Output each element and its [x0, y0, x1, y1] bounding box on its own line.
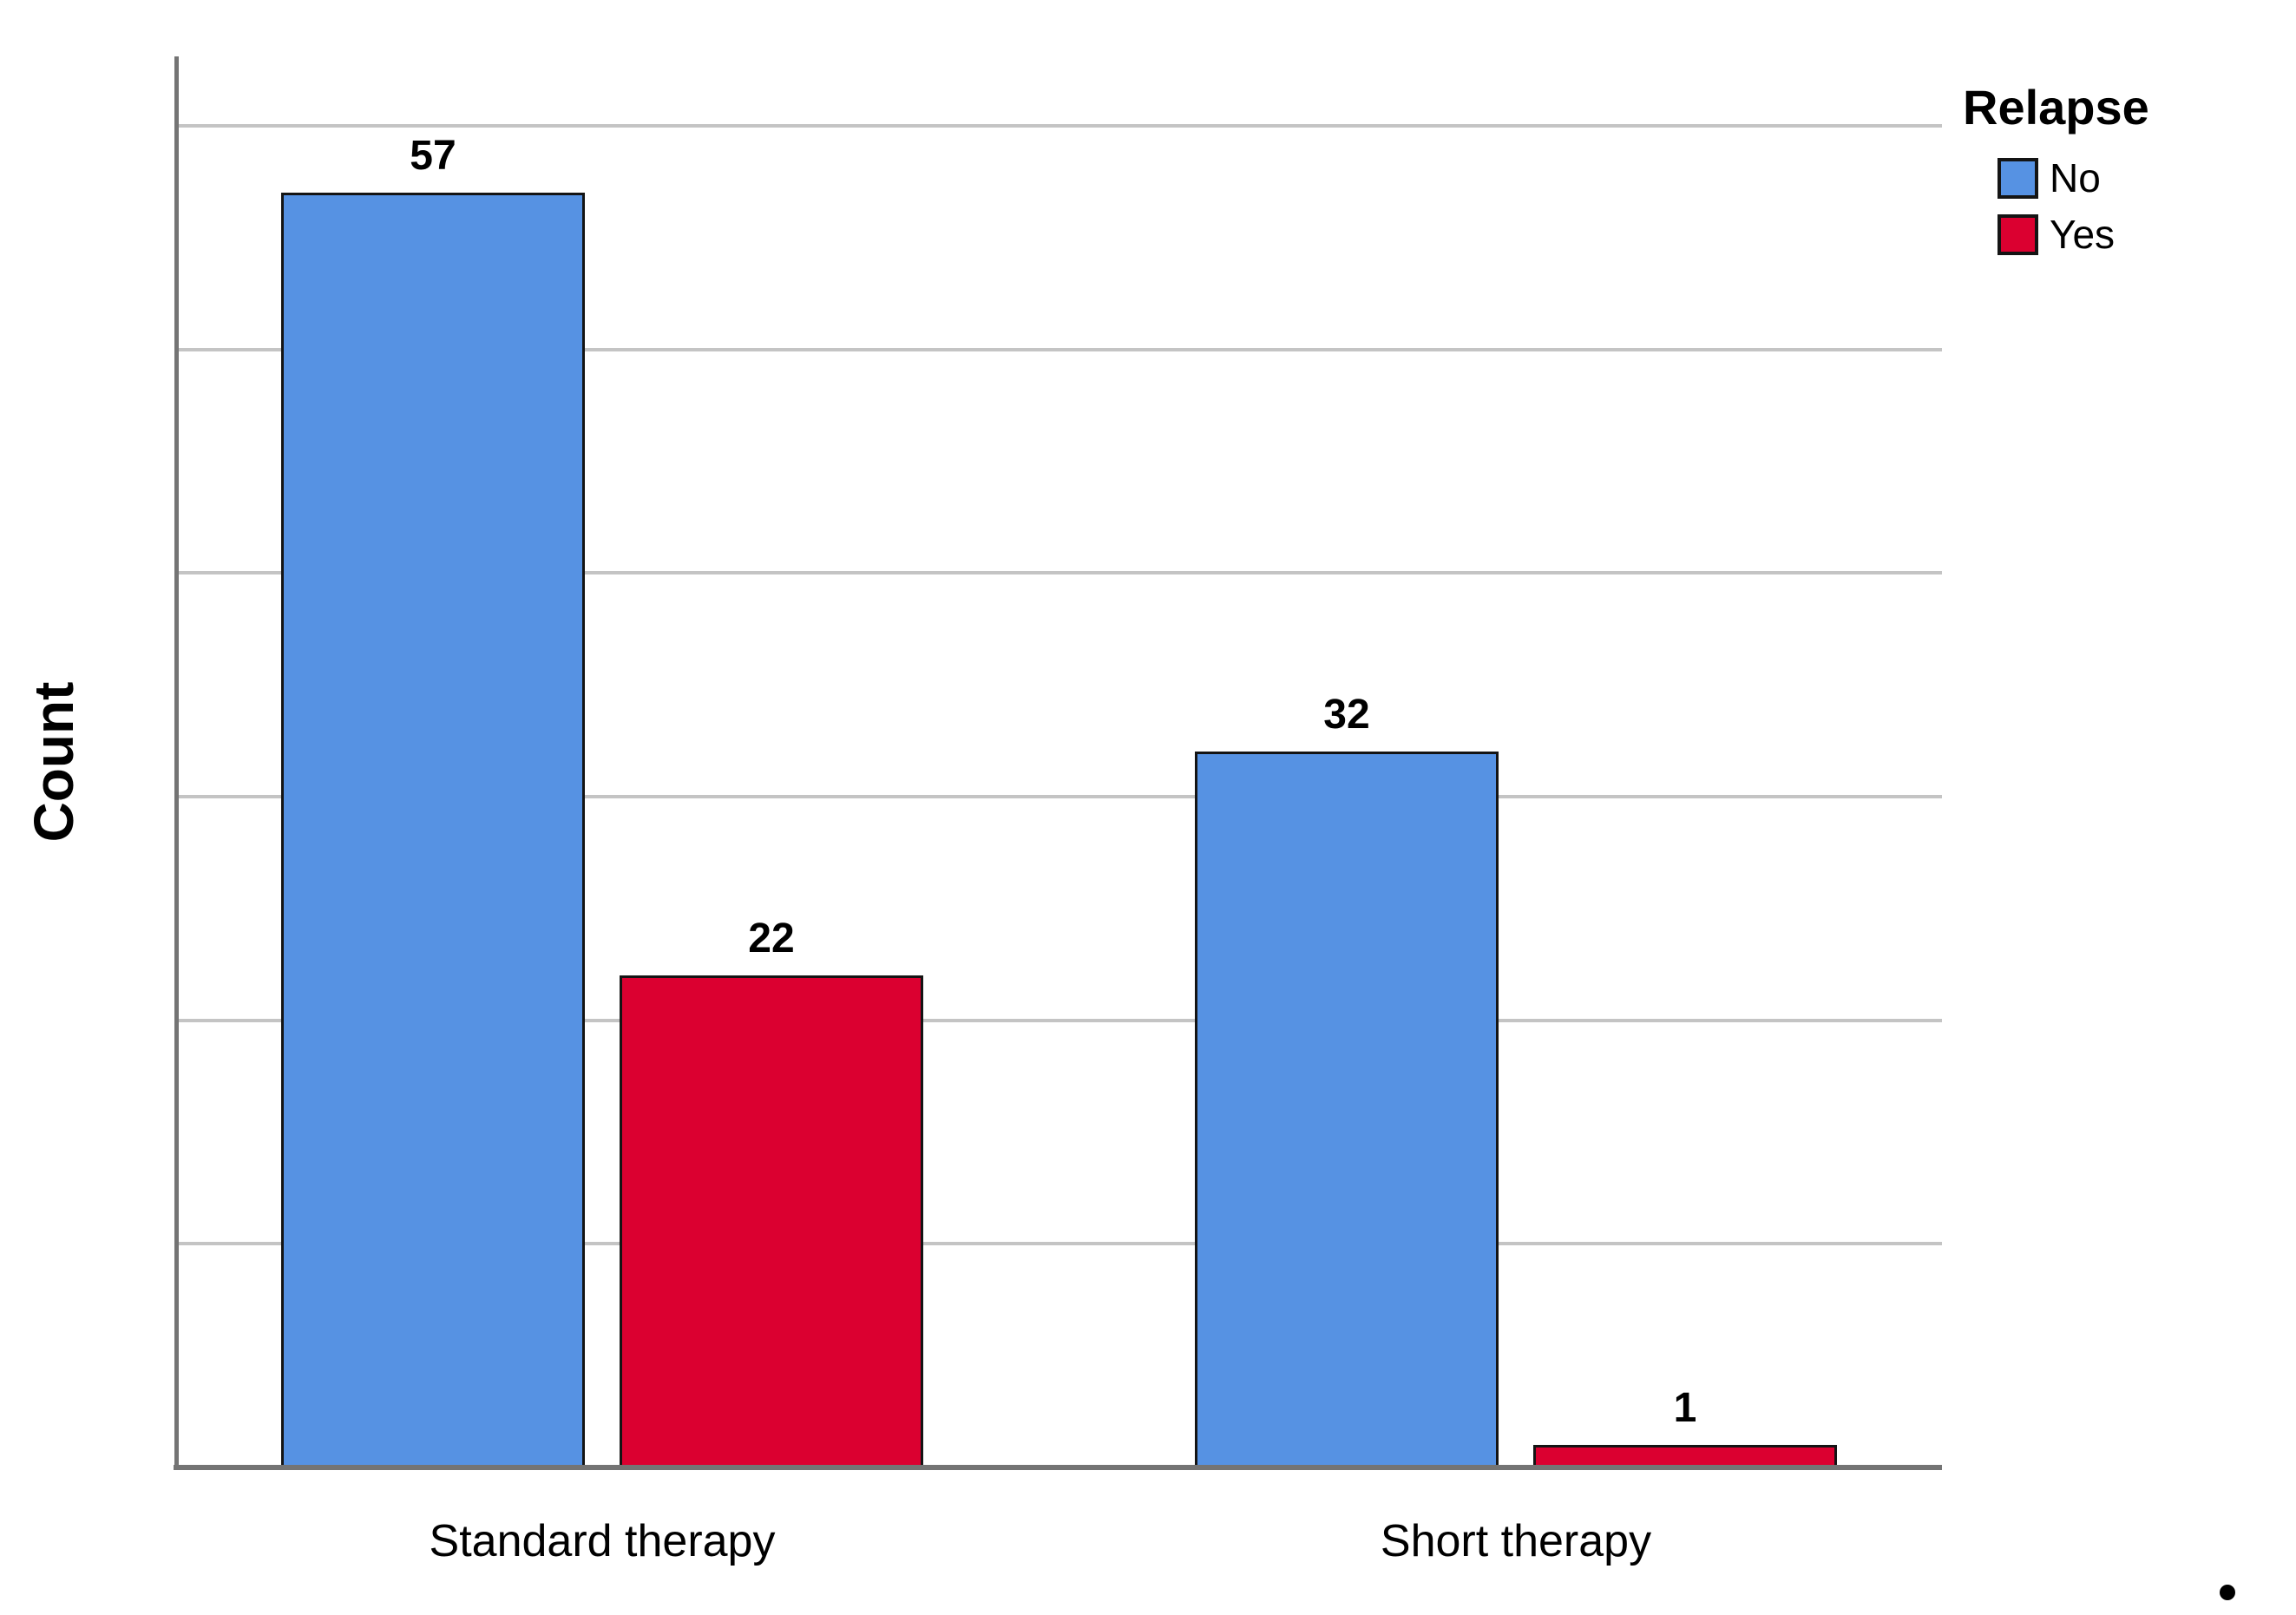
bar-short-therapy-yes [1533, 1445, 1837, 1467]
x-tick-label-standard-therapy: Standard therapy [429, 1516, 776, 1566]
gridline-10 [176, 1242, 1942, 1246]
x-tick-label-short-therapy: Short therapy [1380, 1516, 1652, 1566]
gridline-30 [176, 795, 1942, 798]
gridline-50 [176, 347, 1942, 351]
legend-item-yes: Yes [1998, 213, 2284, 256]
value-label-yes-1: 1 [1673, 1385, 1697, 1432]
legend-swatch-yes-icon [1998, 213, 2038, 255]
legend-items: No Yes [1998, 156, 2284, 256]
gridline-60 [176, 124, 1942, 128]
bar-standard-therapy-yes [620, 975, 923, 1467]
legend-item-no: No [1998, 156, 2284, 200]
gridline-40 [176, 571, 1942, 575]
legend-label-yes: Yes [2050, 212, 2116, 257]
y-axis-line [174, 56, 179, 1470]
value-label-yes-0: 22 [748, 916, 795, 962]
bar-short-therapy-no [1195, 752, 1499, 1467]
bar-standard-therapy-no [281, 193, 585, 1467]
stray-dot [2220, 1585, 2235, 1600]
legend: Relapse No Yes [1963, 80, 2284, 269]
x-axis-line [174, 1465, 1942, 1470]
value-label-no-1: 32 [1323, 692, 1370, 739]
legend-label-no: No [2050, 155, 2101, 200]
gridline-20 [176, 1018, 1942, 1022]
legend-title: Relapse [1963, 80, 2149, 135]
legend-swatch-no-icon [1998, 157, 2038, 199]
value-label-no-0: 57 [410, 133, 456, 180]
